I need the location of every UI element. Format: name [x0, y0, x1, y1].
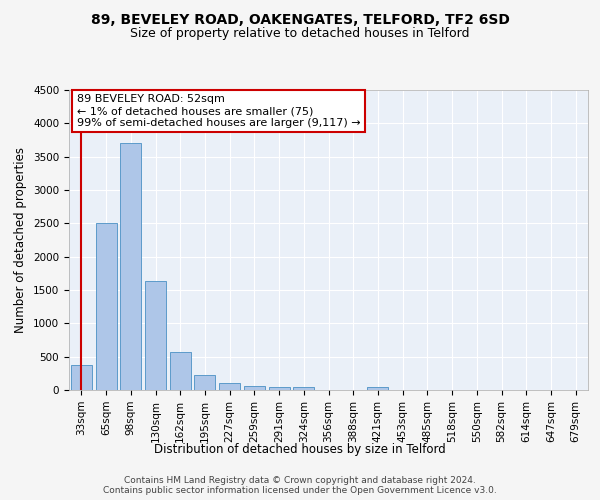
Y-axis label: Number of detached properties: Number of detached properties — [14, 147, 28, 333]
Bar — [170, 352, 191, 390]
Text: 89 BEVELEY ROAD: 52sqm
← 1% of detached houses are smaller (75)
99% of semi-deta: 89 BEVELEY ROAD: 52sqm ← 1% of detached … — [77, 94, 361, 128]
Text: Distribution of detached houses by size in Telford: Distribution of detached houses by size … — [154, 442, 446, 456]
Bar — [194, 376, 215, 390]
Text: Size of property relative to detached houses in Telford: Size of property relative to detached ho… — [130, 28, 470, 40]
Bar — [244, 386, 265, 390]
Text: 89, BEVELEY ROAD, OAKENGATES, TELFORD, TF2 6SD: 89, BEVELEY ROAD, OAKENGATES, TELFORD, T… — [91, 12, 509, 26]
Bar — [145, 280, 166, 390]
Text: Contains HM Land Registry data © Crown copyright and database right 2024.
Contai: Contains HM Land Registry data © Crown c… — [103, 476, 497, 495]
Bar — [71, 365, 92, 390]
Bar — [269, 388, 290, 390]
Bar — [120, 144, 141, 390]
Bar — [293, 388, 314, 390]
Bar — [219, 383, 240, 390]
Bar — [367, 388, 388, 390]
Bar — [95, 224, 116, 390]
